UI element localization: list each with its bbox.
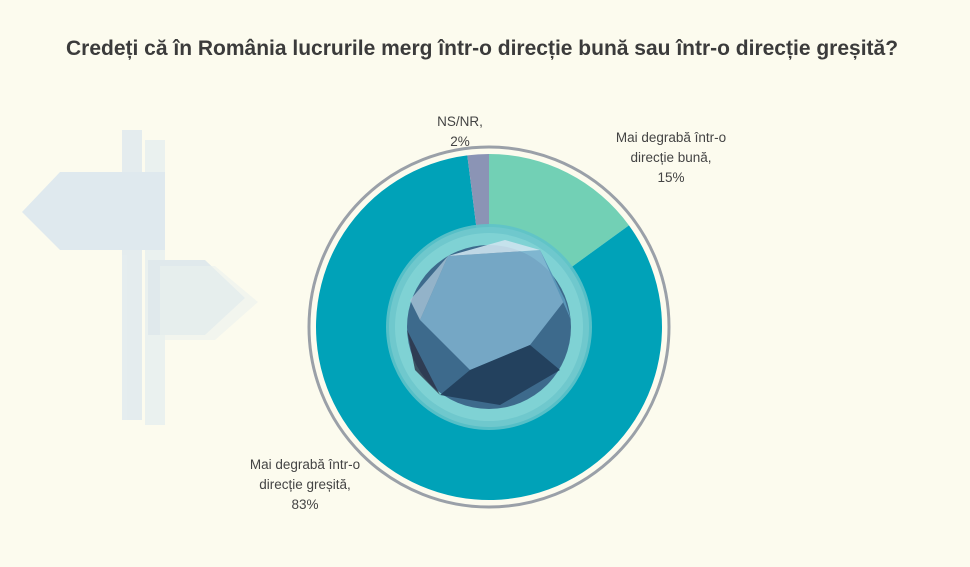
data-label-nsnr: NS/NR, 2% [437, 114, 483, 149]
chart-outer-ring [307, 145, 671, 509]
slice-nsnr [467, 154, 489, 228]
center-globe-decoration [386, 224, 592, 430]
slice-buna [489, 154, 629, 269]
chart-title: Credeți că în România lucrurile merg înt… [66, 37, 899, 60]
slice-gresita [315, 155, 662, 501]
signpost-decoration [22, 130, 258, 425]
data-label-gresita: Mai degrabă într-o direcție greșită, 83% [249, 457, 361, 512]
data-label-buna: Mai degrabă într-o direcție bună, 15% [615, 130, 727, 185]
